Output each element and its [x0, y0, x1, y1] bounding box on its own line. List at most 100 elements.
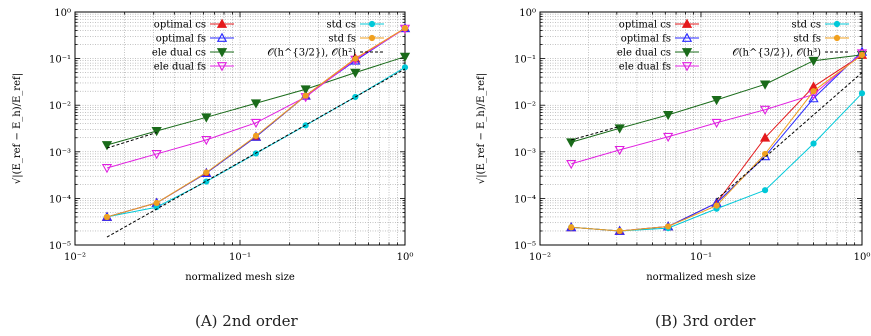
y-tick-label: 10⁻¹: [49, 55, 71, 66]
data-point: [101, 164, 113, 174]
y-tick-label: 10⁻⁴: [49, 194, 71, 205]
data-point: [203, 169, 210, 176]
legend: optimal cs std cs optimal fs std fs ele dual…: [617, 18, 849, 73]
y-axis-label: √|(E_ref − E_h)/E_ref|: [476, 73, 487, 184]
legend-marker: [681, 62, 693, 72]
legend-label: optimal cs: [154, 20, 206, 31]
legend-marker: [216, 62, 228, 72]
caption-a: (A) 2nd order: [195, 312, 298, 330]
series-ele-dual-fs: [101, 24, 411, 174]
x-tick-label: 10⁻¹: [229, 252, 251, 263]
legend-marker: [681, 32, 693, 42]
legend-label: ele dual fs: [154, 62, 206, 73]
legend-marker: [216, 48, 228, 58]
series-std-cs: [103, 64, 409, 221]
legend-marker: [681, 18, 693, 28]
data-point: [810, 140, 817, 147]
x-tick-label: 10⁻¹: [690, 252, 712, 263]
y-tick-label: 10⁰: [54, 8, 71, 19]
y-tick-label: 10⁻³: [514, 148, 536, 159]
data-point: [761, 187, 769, 194]
legend-marker: [368, 20, 376, 28]
x-tick-label: 10⁻²: [64, 252, 86, 263]
legend-marker: [368, 34, 376, 42]
legend-label: std fs: [793, 34, 821, 45]
chart-panel-a: 10⁻² 10⁻¹ 10⁰ 10⁻⁵ 10⁻⁴ 10⁻³ 10⁻² 10⁻¹ 10⁰ normal…: [12, 8, 413, 283]
series-std-fs: [568, 51, 866, 235]
data-point: [151, 150, 162, 160]
data-point: [252, 132, 260, 139]
reference-line: [716, 72, 863, 200]
series-ele-dual-fs: [566, 49, 868, 170]
y-tick-label: 10⁻⁴: [514, 194, 536, 205]
x-axis-label: normalized mesh size: [646, 272, 756, 283]
grid: [74, 12, 405, 246]
x-axis-label: normalized mesh size: [185, 272, 295, 283]
legend-label: std cs: [327, 20, 356, 31]
data-point: [810, 88, 817, 95]
caption-b: (B) 3rd order: [655, 312, 756, 330]
data-point: [401, 64, 409, 71]
legend-label: std fs: [328, 34, 356, 45]
data-point: [201, 113, 212, 123]
grid: [539, 12, 862, 246]
data-point: [401, 25, 409, 32]
y-tick-label: 10⁻⁵: [514, 241, 536, 252]
data-point: [302, 92, 309, 99]
legend-label: 𝒪(h^{3/2}), 𝒪(h³): [732, 48, 821, 59]
legend-label: optimal fs: [156, 34, 206, 45]
series--h-3-2-h-: [571, 72, 863, 200]
data-point: [858, 51, 866, 59]
series--h-3-2-h-: [106, 68, 406, 238]
legend-marker: [833, 34, 841, 42]
data-point: [399, 52, 411, 63]
data-point: [711, 118, 722, 129]
y-tick-label: 10⁻²: [49, 101, 71, 112]
data-point: [663, 110, 674, 121]
y-tick-label: 10⁰: [519, 8, 536, 19]
data-point: [151, 127, 162, 137]
legend-marker: [833, 20, 841, 28]
legend-label: optimal cs: [619, 20, 671, 31]
y-tick-label: 10⁻³: [49, 148, 71, 159]
data-point: [616, 227, 623, 235]
data-point: [352, 55, 359, 62]
data-point: [759, 105, 771, 116]
data-point: [300, 85, 311, 95]
series-ele-dual-cs: [101, 52, 411, 151]
series-std-fs: [103, 25, 409, 221]
series-line: [106, 66, 406, 218]
y-tick-label: 10⁻⁵: [49, 241, 71, 252]
legend-label: std cs: [792, 20, 821, 31]
y-tick-label: 10⁻²: [514, 101, 536, 112]
data-point: [665, 223, 672, 230]
data-point: [250, 118, 262, 129]
data-point: [566, 159, 577, 170]
legend-label: 𝒪(h^{3/2}), 𝒪(h²): [267, 48, 356, 59]
data-point: [614, 145, 625, 156]
chart-panel-b: 10⁻² 10⁻¹ 10⁰ 10⁻⁵ 10⁻⁴ 10⁻³ 10⁻² 10⁻¹ 10⁰ normal…: [476, 8, 870, 283]
data-point: [350, 68, 361, 78]
data-point: [250, 99, 262, 109]
x-tick-label: 10⁻²: [529, 252, 551, 263]
data-point: [713, 202, 720, 209]
legend-label: optimal fs: [621, 34, 671, 45]
legend-marker: [216, 32, 228, 42]
data-point: [103, 213, 111, 221]
reference-line: [106, 68, 406, 238]
data-point: [153, 199, 160, 207]
data-point: [663, 132, 674, 143]
legend: optimal cs std cs optimal fs std fs ele dual…: [152, 18, 384, 73]
y-tick-label: 10⁻¹: [514, 55, 536, 66]
data-point: [566, 138, 577, 148]
data-point: [808, 56, 819, 67]
legend-marker: [216, 18, 228, 28]
data-point: [858, 90, 866, 97]
data-point: [201, 135, 212, 146]
legend-label: ele dual fs: [619, 62, 671, 73]
data-point: [568, 224, 575, 231]
x-tick-label: 10⁰: [854, 252, 871, 263]
data-point: [761, 150, 769, 158]
y-axis-label: √|(E_ref − E_h)/E_ref|: [12, 73, 23, 184]
